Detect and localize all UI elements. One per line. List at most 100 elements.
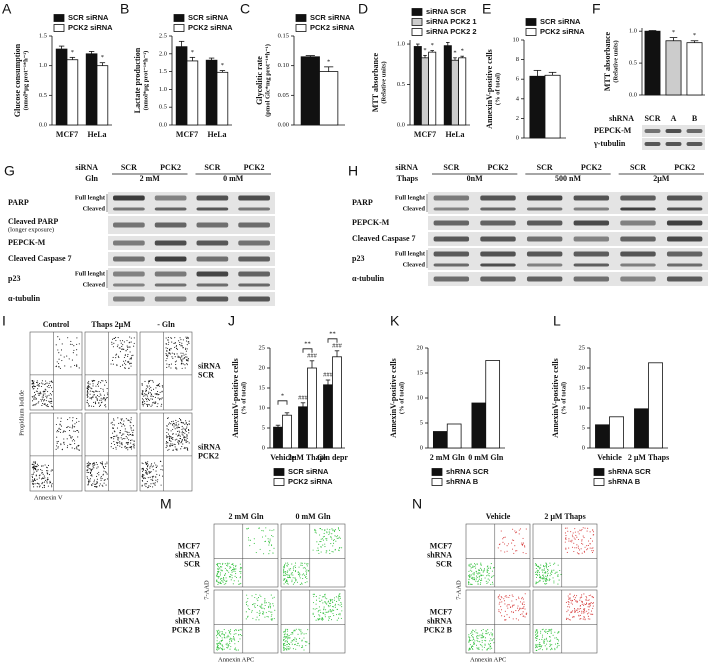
flow-event xyxy=(248,537,249,538)
flow-event xyxy=(61,349,62,350)
flow-event xyxy=(106,472,107,473)
blot-row-label: Cleaved Caspase 7 xyxy=(8,254,72,263)
flow-event xyxy=(92,464,93,465)
flow-event xyxy=(87,400,88,401)
legend-label: PCK2 siRNA xyxy=(188,23,233,32)
flow-event xyxy=(240,583,241,584)
flow-event xyxy=(328,610,329,611)
legend-swatch xyxy=(432,469,442,476)
flow-event xyxy=(114,431,115,432)
flow-event xyxy=(173,421,174,422)
flow-event xyxy=(41,405,42,406)
bar xyxy=(274,427,283,448)
flow-event xyxy=(45,396,46,397)
flow-event xyxy=(574,528,575,529)
flow-event xyxy=(492,629,493,630)
flow-event xyxy=(537,575,538,576)
flow-event xyxy=(36,403,37,404)
flow-event xyxy=(469,640,470,641)
legend-label: PCK2 siRNA xyxy=(310,23,355,32)
flow-event xyxy=(77,449,78,450)
legend-swatch xyxy=(54,15,64,22)
flow-event xyxy=(170,423,171,424)
flow-event xyxy=(584,608,585,609)
blot-band xyxy=(434,237,469,242)
flow-event xyxy=(549,641,550,642)
flow-event xyxy=(512,596,513,597)
flow-event xyxy=(48,395,49,396)
flow-event xyxy=(37,391,38,392)
flow-event xyxy=(104,398,105,399)
flow-event xyxy=(339,548,340,549)
flow-event xyxy=(69,358,70,359)
flow-event xyxy=(474,640,475,641)
flow-event xyxy=(319,618,320,619)
flow-event xyxy=(284,578,285,579)
flow-event xyxy=(96,482,97,483)
flow-event xyxy=(588,616,589,617)
flow-event xyxy=(42,482,43,483)
flow-event xyxy=(241,567,242,568)
flow-event xyxy=(186,422,187,423)
flow-event xyxy=(296,629,297,630)
flow-event xyxy=(123,433,124,434)
flow-event xyxy=(500,606,501,607)
flow-event xyxy=(100,382,101,383)
flow-event xyxy=(541,639,542,640)
flow-event xyxy=(559,580,560,581)
flow-event xyxy=(165,353,166,354)
y-tick-label: 5 xyxy=(420,419,423,426)
flow-event xyxy=(593,597,594,598)
flow-event xyxy=(574,616,575,617)
flow-event xyxy=(238,580,239,581)
flow-event xyxy=(286,636,287,637)
flow-event xyxy=(546,567,547,568)
flow-event xyxy=(537,633,538,634)
flow-event xyxy=(222,637,223,638)
flow-event xyxy=(127,354,128,355)
flow-event xyxy=(157,479,158,480)
flow-event xyxy=(112,339,113,340)
flow-event xyxy=(51,398,52,399)
flow-event xyxy=(539,567,540,568)
flow-event xyxy=(589,606,590,607)
flow-event xyxy=(536,646,537,647)
flow-event xyxy=(291,573,292,574)
flow-event xyxy=(339,530,340,531)
flow-event xyxy=(523,552,524,553)
flow-event xyxy=(526,613,527,614)
flow-event xyxy=(270,607,271,608)
flow-event xyxy=(224,634,225,635)
flow-event xyxy=(217,565,218,566)
flow-event xyxy=(185,356,186,357)
flow-event xyxy=(477,638,478,639)
y-tick-label: 5 xyxy=(262,424,265,431)
flow-event xyxy=(226,580,227,581)
flow-event xyxy=(154,462,155,463)
flow-event xyxy=(95,391,96,392)
bar xyxy=(320,72,338,125)
flow-event xyxy=(59,428,60,429)
flow-event xyxy=(169,349,170,350)
flow-event xyxy=(77,430,78,431)
bar xyxy=(649,363,663,448)
flow-event xyxy=(535,572,536,573)
flow-event xyxy=(124,367,125,368)
flow-event xyxy=(157,403,158,404)
flow-row-label: MCF7 xyxy=(178,541,200,550)
flow-event xyxy=(111,423,112,424)
flow-event xyxy=(234,630,235,631)
flow-event xyxy=(173,450,174,451)
flow-event xyxy=(318,619,319,620)
flow-event xyxy=(169,364,170,365)
flow-event xyxy=(476,576,477,577)
flow-event xyxy=(103,474,104,475)
flow-event xyxy=(171,436,172,437)
flow-event xyxy=(188,430,189,431)
blot-band xyxy=(527,237,562,242)
flow-event xyxy=(127,345,128,346)
flow-event xyxy=(265,541,266,542)
flow-event xyxy=(591,611,592,612)
flow-event xyxy=(581,540,582,541)
y-tick-label: 0.5 xyxy=(39,92,47,99)
